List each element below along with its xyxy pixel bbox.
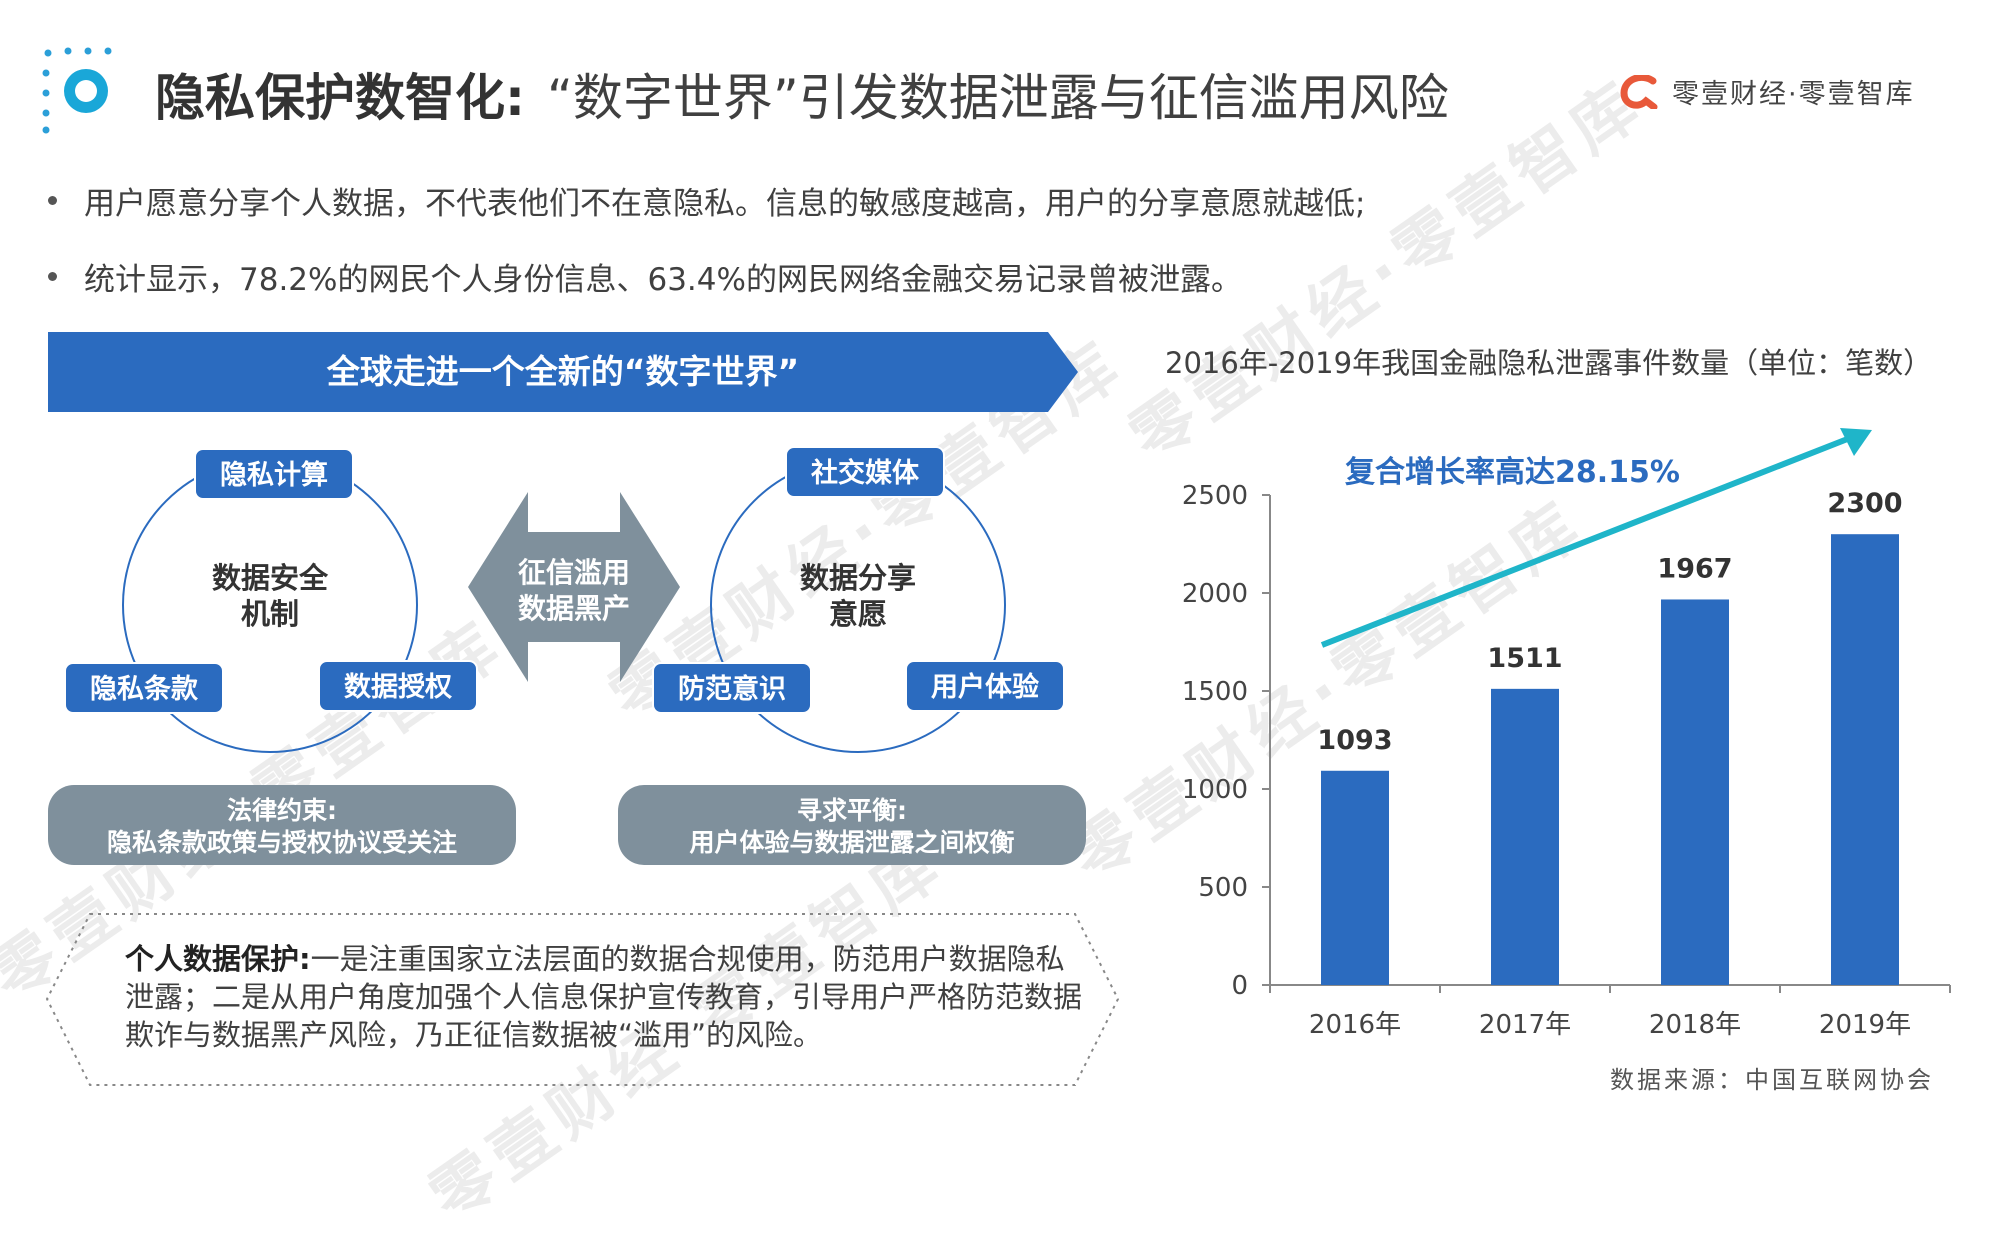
banner-shape [48,332,1078,412]
bullet-item: 用户愿意分享个人数据，不代表他们不在意隐私。信息的敏感度越高，用户的分享意愿就越… [48,178,1365,223]
arrow-label-line1: 征信滥用 [517,556,630,589]
note-box-border [45,913,1120,1086]
x-tick-label: 2016年 [1309,1010,1401,1040]
y-tick-label: 2000 [1182,579,1248,609]
y-tick-label: 2500 [1182,481,1248,511]
bar [1831,534,1899,985]
note-text: 个人数据保护:一是注重国家立法层面的数据合规使用，防范用户数据隐私泄露；二是从用… [125,940,1085,1054]
brand-mark-icon [1620,74,1658,109]
y-tick-label: 1500 [1182,677,1248,707]
right-circle-label: 数据分享 意愿 [778,560,938,632]
pill-social-media: 社交媒体 [785,446,945,498]
bar-chart: 0 500 1000 1500 2000 2500 1093 2016年 1511 2017年 19… [1182,428,1951,1040]
brand-logo: 零壹财经·零壹智库 [1620,72,1915,111]
pill-user-experience: 用户体验 [905,660,1065,712]
y-tick-label: 1000 [1182,775,1248,805]
arrow-label: 征信滥用 数据黑产 [490,555,658,627]
left-circle-label-line2: 机制 [240,597,299,631]
x-tick-label: 2019年 [1819,1010,1911,1040]
brand-text: 零壹财经·零壹智库 [1672,79,1915,110]
left-circle-label-line1: 数据安全 [211,561,328,595]
seek-balance-box: 寻求平衡: 用户体验与数据泄露之间权衡 [618,785,1086,865]
bar-value-label: 1511 [1487,643,1562,674]
page-title: 隐私保护数智化: “数字世界”引发数据泄露与征信滥用风险 [155,58,1449,130]
logo-icon [42,47,112,134]
legal-constraint-box: 法律约束: 隐私条款政策与授权协议受关注 [48,785,516,865]
bar-value-label: 1967 [1657,553,1732,584]
bullet-text: 统计显示，78.2%的网民个人身份信息、63.4%的网民网络金融交易记录曾被泄露… [84,262,1242,298]
bar [1491,688,1559,985]
bar-value-label: 1093 [1317,725,1392,756]
pill-data-authorization: 数据授权 [318,660,478,712]
y-tick-label: 500 [1198,873,1248,903]
legal-constraint-title: 法律约束: [227,796,337,825]
bar-value-label: 2300 [1827,488,1902,519]
seek-balance-text: 用户体验与数据泄露之间权衡 [689,828,1015,857]
banner-title: 全球走进一个全新的“数字世界” [326,352,800,391]
legal-constraint-text: 隐私条款政策与授权协议受关注 [106,828,457,857]
right-circle-label-line2: 意愿 [828,597,887,631]
bar [1321,770,1389,985]
bullet-dot-icon [48,196,57,205]
bullet-dot-icon [48,272,57,281]
left-circle-label: 数据安全 机制 [190,560,350,632]
page-title-rest: “数字世界”引发数据泄露与征信滥用风险 [547,69,1449,127]
seek-balance-title: 寻求平衡: [797,796,907,825]
note-lead: 个人数据保护: [125,942,311,976]
double-arrow-icon [468,492,680,682]
pill-privacy-computing: 隐私计算 [194,448,354,500]
bullet-item: 统计显示，78.2%的网民个人身份信息、63.4%的网民网络金融交易记录曾被泄露… [48,254,1242,299]
trend-arrow-head-icon [1840,428,1872,456]
right-circle-label-line1: 数据分享 [799,561,916,595]
y-tick-label: 0 [1231,971,1248,1001]
bar [1661,599,1729,985]
arrow-label-line2: 数据黑产 [517,592,630,625]
chart-title: 2016年-2019年我国金融隐私泄露事件数量（单位：笔数） [1165,346,1933,380]
x-tick-label: 2018年 [1649,1010,1741,1040]
data-source: 数据来源：中国互联网协会 [1610,1066,1934,1094]
pill-privacy-terms: 隐私条款 [64,662,224,714]
x-tick-label: 2017年 [1479,1010,1571,1040]
bullet-text: 用户愿意分享个人数据，不代表他们不在意隐私。信息的敏感度越高，用户的分享意愿就越… [84,186,1366,222]
growth-annotation: 复合增长率高达28.15% [1345,455,1680,490]
trend-arrow-line [1320,435,1852,648]
pill-prevention-awareness: 防范意识 [652,662,812,714]
page-title-emphasis: 隐私保护数智化: [155,69,525,127]
note-body: 一是注重国家立法层面的数据合规使用，防范用户数据隐私泄露；二是从用户角度加强个人… [125,942,1083,1052]
